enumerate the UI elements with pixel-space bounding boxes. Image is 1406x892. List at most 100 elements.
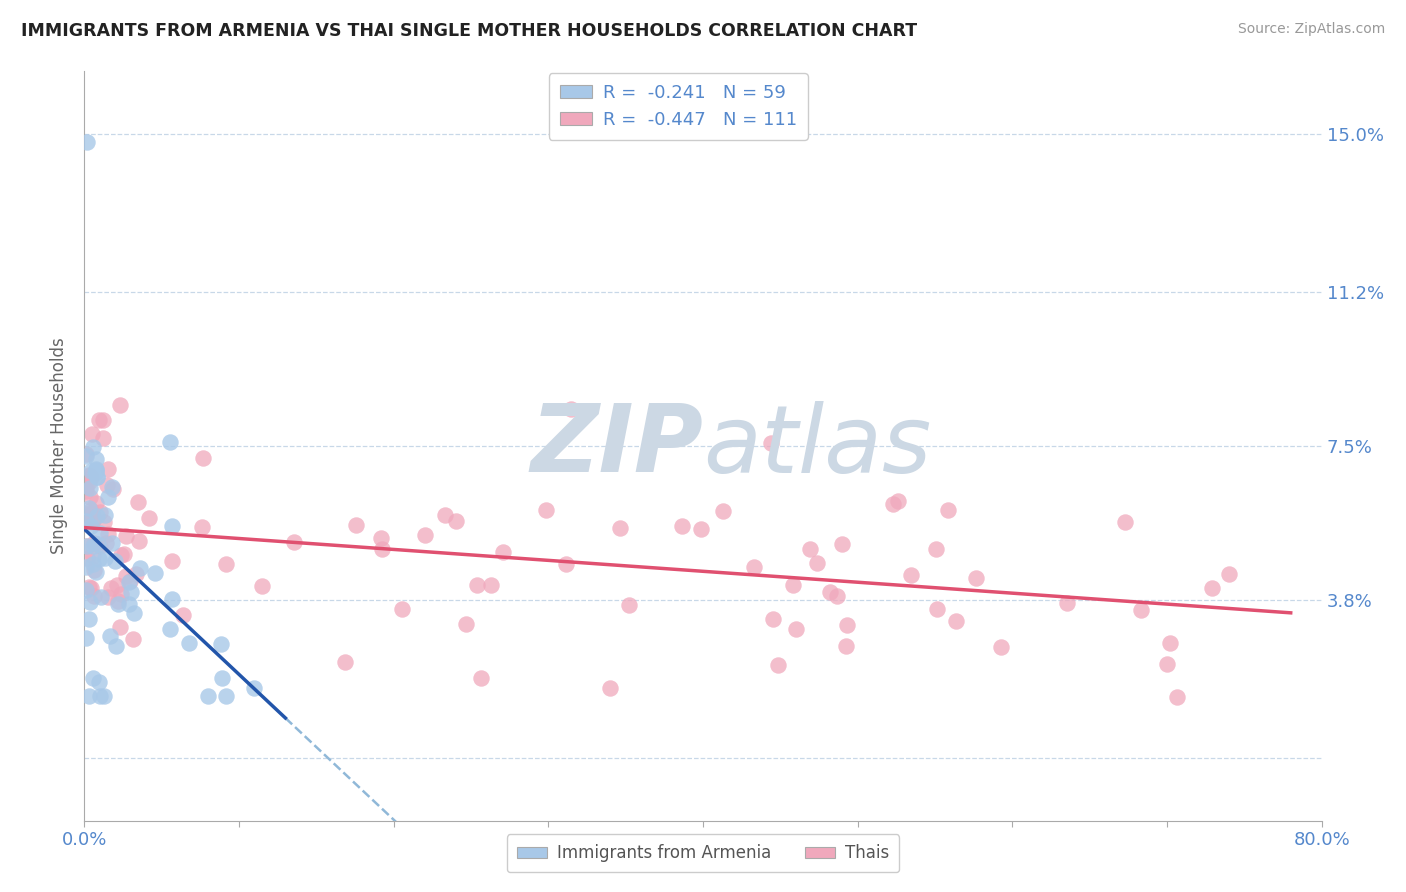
Point [831, 536, 853, 550]
Point [159, 435, 181, 450]
Y-axis label: Single Mother Households: Single Mother Households [51, 338, 69, 554]
Point [84, 462, 107, 476]
Point [690, 522, 713, 536]
Point [75, 509, 97, 524]
Point [882, 497, 904, 511]
Point [370, 531, 392, 545]
Point [806, 556, 828, 570]
Point [96, 478, 118, 492]
Point [101, 480, 124, 494]
Point [98, 629, 121, 643]
Point [766, 657, 789, 672]
Point [127, 495, 149, 509]
Text: Source: ZipAtlas.com: Source: ZipAtlas.com [1237, 22, 1385, 37]
Point [82, 671, 104, 685]
Point [1201, 581, 1223, 595]
Point [129, 561, 152, 575]
Point [107, 597, 129, 611]
Point [90, 591, 112, 605]
Point [80, 518, 103, 533]
Point [479, 578, 502, 592]
Point [118, 574, 141, 589]
Point [1114, 515, 1136, 529]
Point [75, 582, 97, 597]
Point [89, 525, 111, 540]
Point [80, 506, 103, 520]
Point [118, 597, 141, 611]
Point [75, 480, 97, 494]
Point [118, 574, 141, 589]
Point [1056, 596, 1078, 610]
Point [105, 578, 128, 592]
Point [900, 568, 922, 582]
Text: IMMIGRANTS FROM ARMENIA VS THAI SINGLE MOTHER HOUSEHOLDS CORRELATION CHART: IMMIGRANTS FROM ARMENIA VS THAI SINGLE M… [21, 22, 917, 40]
Point [80, 426, 103, 441]
Point [143, 566, 166, 581]
Text: ZIP: ZIP [530, 400, 703, 492]
Point [87, 536, 110, 550]
Point [86, 465, 108, 479]
Point [79, 470, 101, 484]
Point [89, 413, 111, 427]
Point [433, 508, 456, 522]
Point [609, 521, 631, 535]
Point [121, 632, 143, 646]
Point [191, 451, 214, 466]
Point [160, 592, 183, 607]
Point [990, 640, 1012, 654]
Point [76, 540, 98, 554]
Point [84, 452, 107, 467]
Point [554, 557, 576, 571]
Point [465, 578, 488, 592]
Point [371, 542, 394, 557]
Point [79, 595, 101, 609]
Point [346, 518, 368, 533]
Point [711, 504, 734, 518]
Point [100, 581, 122, 595]
Point [77, 475, 100, 489]
Point [82, 549, 104, 563]
Point [762, 612, 785, 626]
Point [89, 505, 111, 519]
Point [79, 581, 101, 595]
Point [159, 622, 181, 636]
Point [97, 527, 120, 541]
Point [925, 542, 948, 557]
Point [191, 519, 214, 533]
Point [79, 490, 101, 504]
Point [87, 674, 110, 689]
Point [75, 539, 97, 553]
Point [77, 469, 100, 483]
Point [82, 539, 104, 553]
Point [75, 449, 97, 463]
Legend: Immigrants from Armenia, Thais: Immigrants from Armenia, Thais [508, 834, 898, 872]
Point [782, 577, 804, 591]
Point [79, 580, 101, 594]
Point [799, 541, 821, 556]
Point [84, 466, 107, 480]
Point [243, 681, 266, 695]
Point [560, 401, 582, 416]
Point [108, 620, 131, 634]
Point [335, 655, 357, 669]
Point [936, 502, 959, 516]
Point [75, 631, 97, 645]
Point [211, 671, 233, 685]
Point [128, 533, 150, 548]
Point [617, 599, 640, 613]
Point [599, 681, 621, 695]
Point [177, 636, 200, 650]
Point [79, 464, 101, 478]
Point [283, 534, 305, 549]
Point [91, 431, 114, 445]
Point [470, 671, 492, 685]
Point [172, 608, 194, 623]
Point [86, 496, 108, 510]
Point [138, 511, 160, 525]
Point [77, 612, 100, 626]
Point [160, 554, 183, 568]
Point [209, 637, 232, 651]
Point [215, 689, 238, 703]
Point [96, 535, 118, 549]
Point [214, 557, 236, 571]
